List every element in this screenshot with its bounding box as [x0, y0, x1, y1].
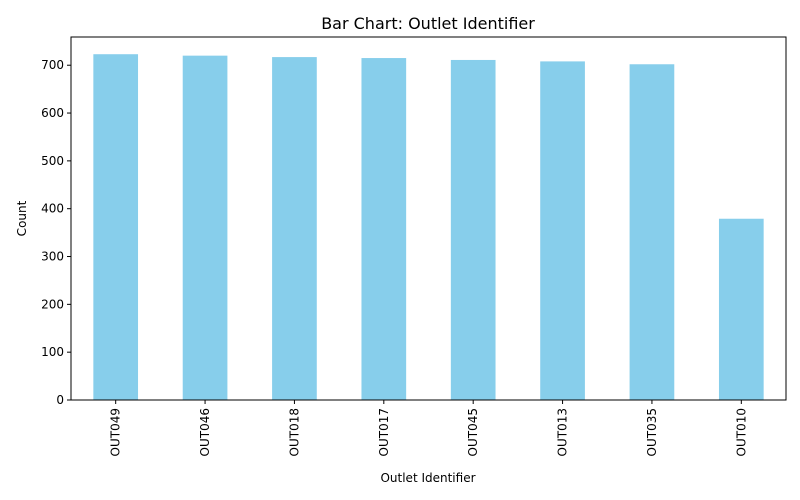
y-tick-label: 500 [41, 154, 64, 168]
y-tick-label: 100 [41, 345, 64, 359]
y-axis-title: Count [15, 200, 29, 236]
bar-out046 [182, 55, 228, 401]
y-tick-label: 200 [41, 297, 64, 311]
x-axis-title: Outlet Identifier [380, 471, 475, 485]
y-tick-label: 300 [41, 250, 64, 264]
y-axis: 0 100 200 300 400 500 600 700 [41, 58, 71, 407]
y-tick-label: 600 [41, 106, 64, 120]
x-tick-label: OUT018 [287, 408, 301, 456]
x-tick-label: OUT046 [198, 408, 212, 456]
x-tick-label: OUT045 [466, 408, 480, 456]
y-tick-label: 700 [41, 58, 64, 72]
x-tick-label: OUT049 [109, 408, 123, 456]
x-tick-label: OUT017 [377, 408, 391, 456]
bar-out013 [540, 61, 585, 401]
plot-frame [70, 36, 787, 401]
x-tick-label: OUT013 [556, 408, 570, 456]
bar-out017 [361, 58, 407, 400]
x-tick-label: OUT010 [734, 408, 748, 456]
bar-out045 [450, 59, 496, 401]
bar-out018 [272, 57, 317, 401]
bar-out010 [718, 218, 764, 400]
y-tick-label: 400 [41, 202, 64, 216]
bar-out035 [629, 64, 675, 401]
bars-group [93, 54, 764, 401]
bar-out049 [93, 54, 139, 400]
x-tick-label: OUT035 [645, 408, 659, 456]
x-axis: OUT049 OUT046 OUT018 OUT017 OUT045 OUT013 OUT0… [109, 400, 748, 456]
y-tick-label: 0 [56, 393, 64, 407]
chart-title: Bar Chart: Outlet Identifier [321, 14, 535, 33]
